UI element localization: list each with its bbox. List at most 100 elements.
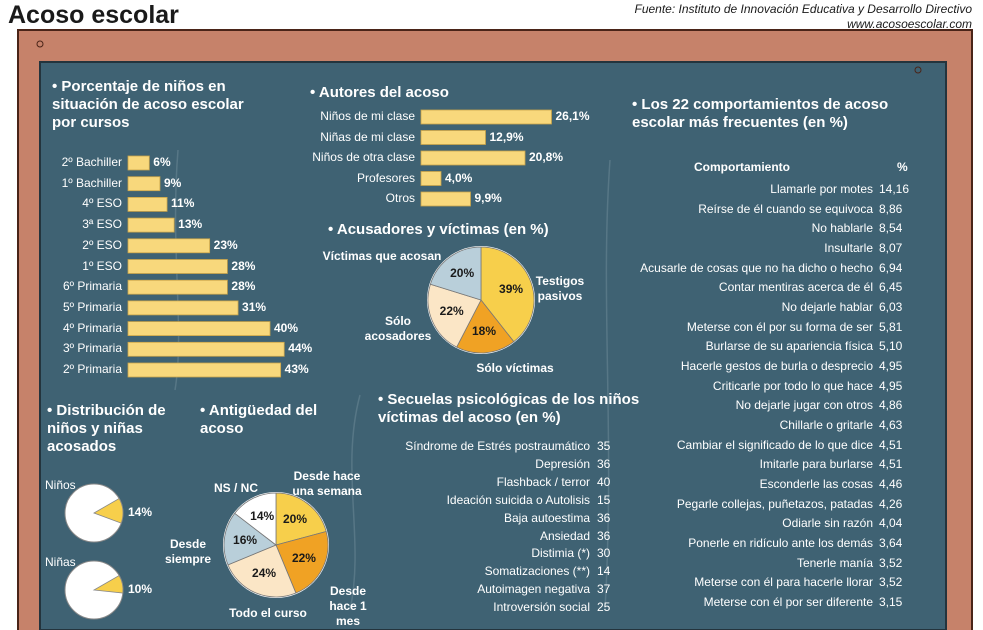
row-label: Imitarle para burlarse xyxy=(759,457,873,472)
row-value: 14,16 xyxy=(879,182,910,196)
page-title: Acoso escolar xyxy=(8,1,179,29)
chart-title: • Acusadores y víctimas (en %) xyxy=(328,221,549,238)
bar xyxy=(127,217,175,233)
slice-label: Sólo acosadores xyxy=(364,314,432,343)
value-label: 28% xyxy=(231,258,256,273)
pie-slice xyxy=(429,246,482,301)
value-label: 14% xyxy=(128,505,153,519)
bar-label: Niños de otra clase xyxy=(312,150,415,164)
bar-label: 1º Bachiller xyxy=(61,175,122,190)
row-label: Introversión social xyxy=(493,600,590,615)
pie-label: Niños xyxy=(45,478,76,492)
bar-label: 3º Primaria xyxy=(62,341,122,356)
slice-label: Testigos pasivos xyxy=(535,274,585,303)
row-label: Distimia (*) xyxy=(531,546,590,561)
pie-slice xyxy=(427,283,482,348)
value-label: 6% xyxy=(153,155,171,169)
bar xyxy=(127,259,228,274)
pie-slice xyxy=(275,531,329,594)
row-value: 3,52 xyxy=(879,575,903,590)
chart-title: • Antigüedad del acoso xyxy=(200,402,318,437)
row-label: No dejarle hablar xyxy=(781,300,873,315)
bar xyxy=(420,109,552,125)
bar xyxy=(127,196,168,212)
slice-label: Desde hace una semana xyxy=(292,469,362,498)
row-label: Meterse con él por su forma de ser xyxy=(686,319,873,334)
bar xyxy=(420,150,526,166)
row-value: 3,52 xyxy=(879,555,903,570)
bar-label: 6º Primaria xyxy=(62,279,122,294)
column-header: Comportamiento xyxy=(694,160,790,174)
slice-value: 22% xyxy=(291,550,316,565)
row-value: 3,64 xyxy=(879,536,903,551)
slice-value: 22% xyxy=(439,304,464,319)
value-label: 31% xyxy=(242,299,267,314)
row-label: Chillarle o gritarle xyxy=(779,418,873,433)
slice-label: Sólo víctimas xyxy=(476,361,554,375)
row-value: 30 xyxy=(597,546,611,561)
bar-label: 4º ESO xyxy=(82,196,122,211)
row-label: No hablarle xyxy=(811,221,873,236)
row-value: 4,86 xyxy=(879,398,903,413)
chart-title: • Secuelas psicológicas de los niños víc… xyxy=(378,391,640,426)
row-value: 4,26 xyxy=(879,496,903,511)
bar xyxy=(127,321,271,337)
row-label: Tenerle manía xyxy=(796,555,873,570)
slice-value: 39% xyxy=(499,281,524,296)
bar xyxy=(420,130,486,145)
row-label: Baja autoestima xyxy=(503,510,590,525)
row-value: 35 xyxy=(597,439,611,453)
row-label: Contar mentiras acerca de él xyxy=(718,280,873,295)
nail xyxy=(36,40,44,48)
pie-slice xyxy=(92,574,124,594)
row-label: Reírse de él cuando se equivoca xyxy=(698,201,873,216)
row-label: Llamarle por motes xyxy=(770,182,873,196)
row-label: Ansiedad xyxy=(539,528,590,543)
row-label: Ponerle en ridículo ante los demás xyxy=(688,536,873,551)
row-label: Odiarle sin razón xyxy=(782,516,873,531)
pie-slice xyxy=(480,246,535,343)
value-label: 28% xyxy=(231,279,256,294)
row-value: 37 xyxy=(597,582,611,597)
bar-label: 2º ESO xyxy=(82,237,122,252)
row-value: 8,07 xyxy=(879,241,903,255)
row-value: 8,86 xyxy=(879,201,903,216)
chart-title: • Porcentaje de niños en situación de ac… xyxy=(52,78,244,131)
row-value: 6,94 xyxy=(879,260,903,275)
row-label: Somatizaciones (**) xyxy=(484,564,590,579)
row-value: 25 xyxy=(597,600,611,615)
pie-slice xyxy=(93,497,124,524)
row-value: 3,15 xyxy=(879,595,903,610)
pie-label: Niñas xyxy=(45,555,76,569)
chart-title: • Distribución de niños y niñas acosados xyxy=(47,402,166,455)
row-value: 6,45 xyxy=(879,280,903,295)
row-label: Meterse con él por ser diferente xyxy=(703,595,873,610)
bar-label: 2º Bachiller xyxy=(61,155,122,169)
value-label: 9,9% xyxy=(474,191,502,205)
bar-label: 4º Primaria xyxy=(62,320,122,335)
slice-label: Todo el curso xyxy=(229,606,307,620)
row-value: 4,95 xyxy=(879,378,903,393)
slice-label: Desde siempre xyxy=(164,537,212,566)
column-header: % xyxy=(897,160,908,174)
row-label: Meterse con él para hacerle llorar xyxy=(694,575,873,590)
row-value: 4,04 xyxy=(879,516,903,531)
row-value: 15 xyxy=(597,492,611,507)
bar-label: Niños de mi clase xyxy=(320,109,415,123)
row-value: 4,51 xyxy=(879,457,903,472)
bar-label: 3ª ESO xyxy=(82,217,122,232)
row-value: 4,95 xyxy=(879,359,903,374)
bar xyxy=(127,176,161,192)
pie-slice xyxy=(275,492,327,546)
source: Fuente: Instituto de Innovación Educativ… xyxy=(634,2,972,16)
bar xyxy=(127,238,211,254)
value-label: 11% xyxy=(171,196,195,211)
value-label: 44% xyxy=(288,341,313,356)
row-label: Ideación suicida o Autolisis xyxy=(446,492,590,507)
row-label: Criticarle por todo lo que hace xyxy=(712,378,873,393)
bar-label: 1º ESO xyxy=(82,258,122,273)
website: www.acosoescolar.com xyxy=(847,17,972,31)
slice-label: Víctimas que acosan xyxy=(322,249,442,263)
